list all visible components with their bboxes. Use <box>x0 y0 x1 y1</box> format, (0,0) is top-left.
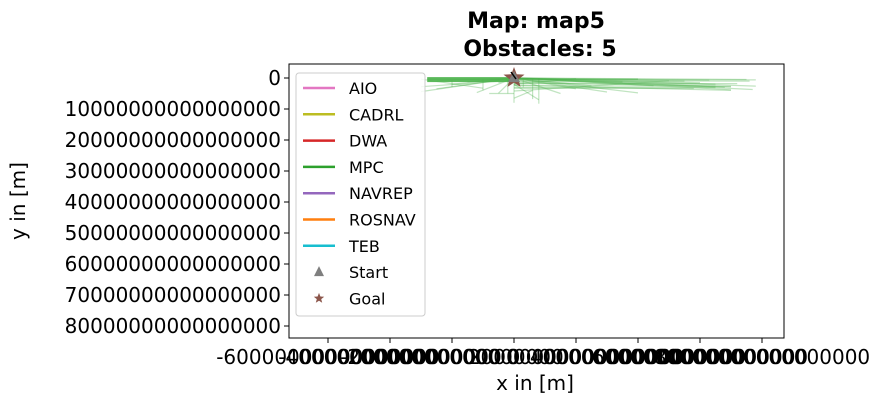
legend-label: NAVREP <box>349 184 413 203</box>
series-line-mpc <box>513 77 716 85</box>
x-tick-label: -40000000000000000 <box>278 345 502 369</box>
y-tick-label: 0 <box>268 66 281 90</box>
series-line-mpc <box>513 80 670 92</box>
series-line-mpc <box>513 77 725 88</box>
series-line-mpc <box>513 77 654 87</box>
x-tick-label: 40000000000000000 <box>530 345 746 369</box>
y-tick-label: 30000000000000000 <box>65 159 281 183</box>
legend-label: MPC <box>349 158 384 177</box>
y-axis-label: y in [m] <box>6 162 30 240</box>
legend-item-start: Start <box>314 263 388 282</box>
series-line-mpc <box>513 77 732 91</box>
y-tick-label: 80000000000000000 <box>65 314 281 338</box>
x-tick-label: 60000000000000000 <box>592 345 808 369</box>
y-tick-label: 50000000000000000 <box>65 221 281 245</box>
legend-label: CADRL <box>349 105 404 124</box>
y-tick-label: 40000000000000000 <box>65 190 281 214</box>
legend-label: TEB <box>348 237 380 256</box>
plot-series <box>420 77 756 104</box>
legend-item-navrep: NAVREP <box>303 184 413 203</box>
series-line-mpc <box>513 77 608 93</box>
series-line-mpc <box>513 82 716 87</box>
series-line-mpc <box>513 77 639 94</box>
legend-item-cadrl: CADRL <box>303 105 404 124</box>
legend-swatch <box>313 292 325 303</box>
legend-label: AIO <box>349 79 377 98</box>
legend-item-aio: AIO <box>303 79 377 98</box>
series-line-mpc <box>513 77 710 81</box>
x-tick-label: -60000000000000000 <box>216 345 440 369</box>
series-line-mpc <box>513 83 540 101</box>
chart-title-line: Map: map5 <box>467 9 605 34</box>
series-line-mpc <box>513 77 561 95</box>
series-line-mpc <box>513 77 756 87</box>
chart-title: Map: map5 Obstacles: 5 <box>463 9 616 62</box>
x-axis-label: x in [m] <box>496 371 574 395</box>
plot-area-frame <box>288 63 785 339</box>
series-line-mpc <box>513 84 732 91</box>
legend-label: Goal <box>349 289 385 308</box>
legend: AIO CADRL DWA MPC NAVREP ROSNAV TEB Start Goal <box>295 72 426 317</box>
x-tick-label: -20000000000000000 <box>340 345 564 369</box>
series-line-mpc <box>513 77 701 84</box>
x-tick-label: 20000000000000000 <box>468 345 684 369</box>
series-line-mpc <box>513 77 753 91</box>
series-line-mpc <box>513 85 732 87</box>
legend-item-dwa: DWA <box>303 132 387 151</box>
x-tick-label: 0 <box>508 345 521 369</box>
start-heading-mark <box>510 71 517 80</box>
series-line-mpc <box>513 77 592 87</box>
legend-box <box>295 72 426 317</box>
legend-label: ROSNAV <box>349 211 416 230</box>
legend-label: Start <box>349 263 388 282</box>
start-goal-markers <box>503 67 525 87</box>
legend-label: DWA <box>349 132 387 151</box>
y-tick-label: 20000000000000000 <box>65 128 281 152</box>
legend-swatch <box>314 266 324 277</box>
y-tick-label: 60000000000000000 <box>65 252 281 276</box>
series-band-mpc <box>427 77 514 83</box>
legend-item-teb: TEB <box>303 237 380 256</box>
y-tick-label: 10000000000000000 <box>65 97 281 121</box>
y-tick-label: 70000000000000000 <box>65 283 281 307</box>
series-line-mpc <box>513 89 533 99</box>
x-axis-ticks: -60000000000000000-40000000000000000-200… <box>216 338 870 369</box>
chart-title-line: Obstacles: 5 <box>463 37 616 62</box>
x-tick-label: 80000000000000000 <box>654 345 870 369</box>
legend-item-mpc: MPC <box>303 158 384 177</box>
legend-item-goal: Goal <box>313 289 385 308</box>
series-line-mpc <box>513 77 577 90</box>
series-line-mpc <box>513 77 685 82</box>
series-line-mpc <box>513 77 732 88</box>
series-line-mpc <box>513 77 747 81</box>
series-line-mpc <box>513 78 577 85</box>
y-axis-ticks: 0 10000000000000000 20000000000000000 30000… <box>65 66 289 338</box>
legend-item-rosnav: ROSNAV <box>303 211 416 230</box>
